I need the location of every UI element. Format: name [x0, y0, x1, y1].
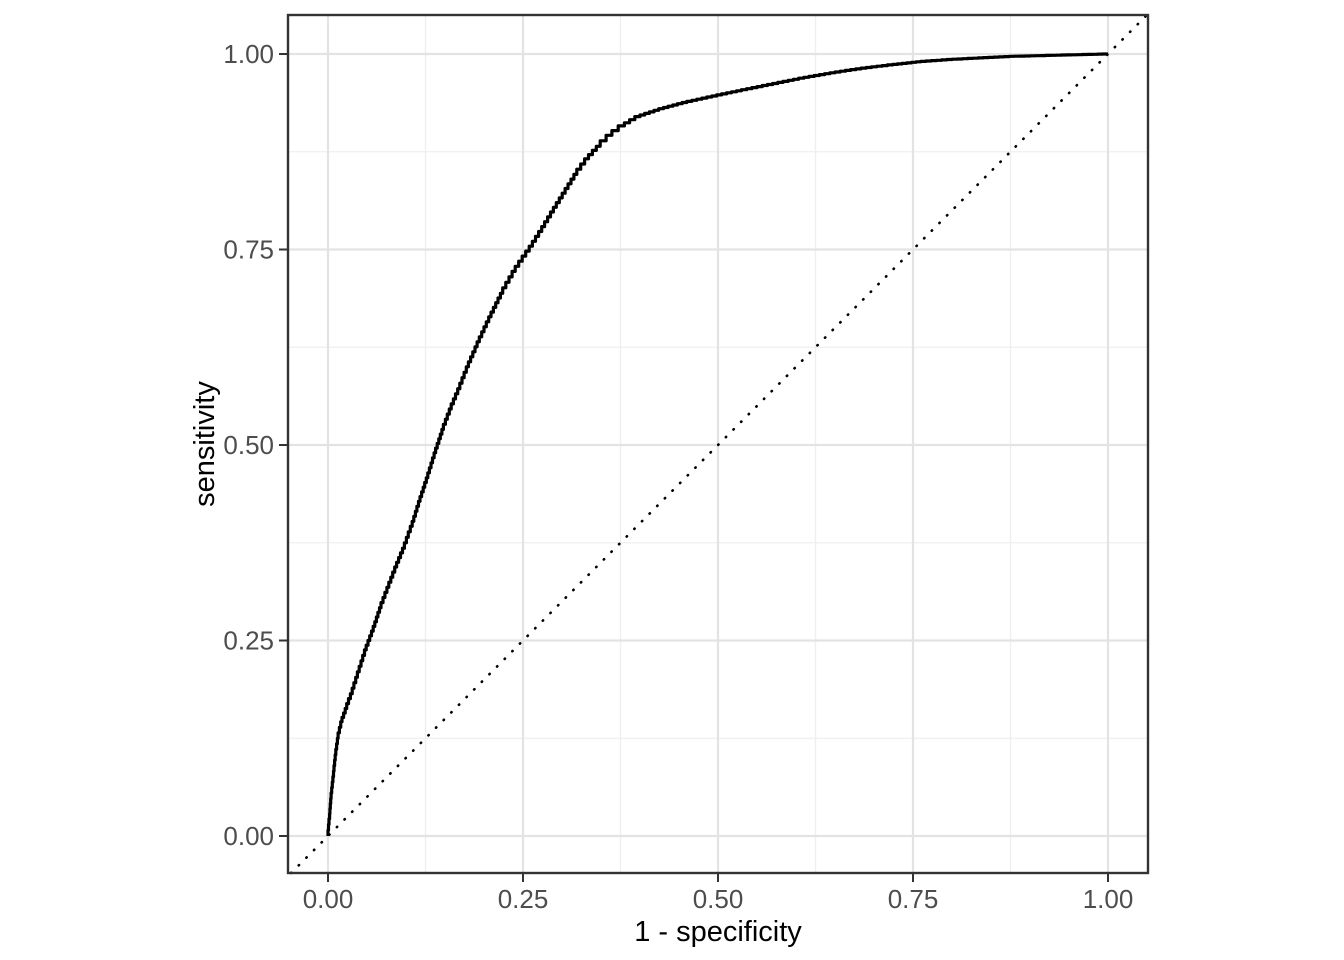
x-tick-label: 0.25: [498, 884, 549, 914]
x-axis-tick-labels: 0.00 0.25 0.50 0.75 1.00: [303, 884, 1134, 914]
y-tick-label: 1.00: [223, 39, 274, 69]
y-axis-title: sensitivity: [189, 381, 221, 507]
y-tick-label: 0.50: [223, 430, 274, 460]
panel-border: [286, 13, 1150, 875]
chance-diagonal-line: [289, 13, 1149, 875]
y-tick-label: 0.25: [223, 626, 274, 656]
x-tick-label: 0.50: [693, 884, 744, 914]
roc-curve-line: [326, 52, 1108, 836]
y-tick-label: 0.75: [223, 235, 274, 265]
y-tick-label: 0.00: [223, 821, 274, 851]
y-axis-tick-labels: 0.00 0.25 0.50 0.75 1.00: [223, 39, 274, 851]
x-axis-tick-marks: [327, 874, 1109, 882]
x-axis-title: 1 - specificity: [634, 916, 802, 948]
x-tick-label: 0.75: [888, 884, 939, 914]
y-axis-tick-marks: [279, 53, 287, 837]
x-tick-label: 1.00: [1083, 884, 1134, 914]
x-tick-label: 0.00: [303, 884, 354, 914]
